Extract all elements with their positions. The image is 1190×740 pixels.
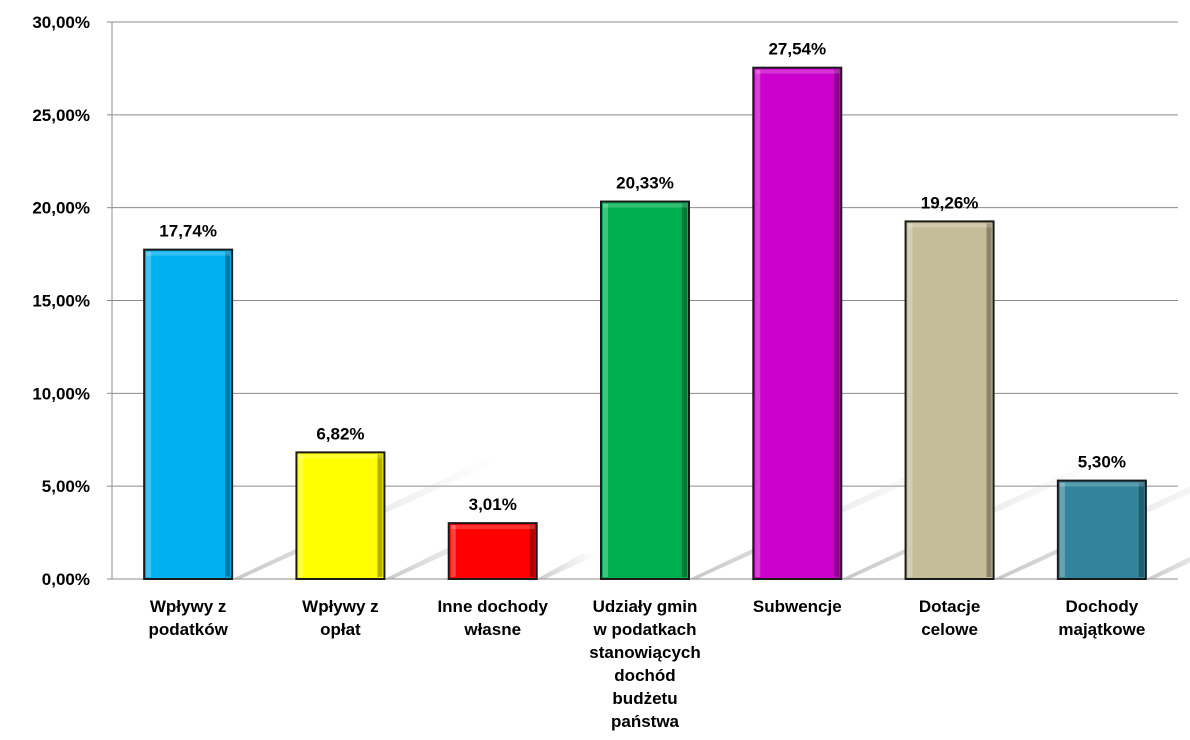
bar-bevel-left [755, 69, 761, 577]
bar [295, 451, 386, 580]
bar-bevel-top [298, 454, 383, 459]
bar-bevel-left [450, 525, 456, 577]
y-tick-label: 15,00% [32, 292, 90, 311]
bar-shadow [536, 553, 601, 579]
bar-bevel-left [603, 203, 608, 577]
y-tick-label: 5,00% [42, 477, 90, 496]
bar-bevel-left [298, 454, 304, 577]
x-tick-label: Wpływy z podatków [148, 597, 228, 639]
bar [447, 522, 538, 580]
bars: 17,74% 6,82% 3,01% 20,33% 27,54% 19,26% 5,30% [143, 40, 1147, 581]
x-tick-label: Wpływy z opłat [302, 597, 379, 639]
data-label: 6,82% [316, 424, 364, 443]
bar-bevel-right [225, 251, 231, 578]
x-tick-label: Dotacje celowe [919, 597, 980, 639]
x-tick-label: Inne dochody własne [437, 597, 548, 639]
y-tick-label: 0,00% [42, 570, 90, 589]
bar-bevel-left [907, 223, 913, 577]
bar-bevel-right [682, 203, 687, 577]
bar-bevel-top [1059, 482, 1144, 487]
x-tick-label: Subwencje [753, 597, 842, 616]
bar-bevel-top [755, 69, 840, 74]
data-label: 19,26% [921, 193, 979, 212]
bar-bevel-right [377, 454, 383, 577]
data-label: 17,74% [159, 222, 217, 241]
bar-bevel-right [834, 69, 840, 577]
bar [752, 66, 843, 580]
data-label: 27,54% [768, 40, 826, 59]
y-tick-label: 10,00% [32, 384, 90, 403]
y-axis: 0,00% 5,00% 10,00% 15,00% 20,00% 25,00% 30,00% [32, 13, 113, 589]
bar-bevel-top [146, 251, 231, 256]
bar [600, 200, 690, 580]
bar [143, 248, 234, 581]
data-label: 20,33% [616, 174, 674, 193]
bar-bevel-left [146, 251, 152, 578]
bar-shadow [1145, 556, 1190, 579]
bar-shadow [993, 486, 1190, 579]
x-tick-label: Udziały gmin w podatkach stanowiących dochó… [589, 597, 701, 731]
y-tick-label: 20,00% [32, 199, 90, 218]
bar-bevel-right [1138, 482, 1144, 577]
bar-bevel-top [907, 223, 992, 228]
bar-bevel-left [1059, 482, 1065, 577]
bar-bevel-top [450, 525, 535, 530]
bar-bevel-right [986, 223, 992, 577]
y-tick-label: 30,00% [32, 13, 90, 32]
x-axis: Wpływy z podatków Wpływy z opłat Inne dochod… [148, 597, 1145, 731]
bar [904, 220, 995, 580]
x-tick-label: Dochody majątkowe [1058, 597, 1145, 639]
y-tick-label: 25,00% [32, 106, 90, 125]
bar [1056, 479, 1147, 581]
data-label: 3,01% [469, 495, 517, 514]
data-label: 5,30% [1078, 453, 1126, 472]
bar-bevel-right [529, 525, 535, 577]
bar-bevel-top [603, 203, 687, 208]
